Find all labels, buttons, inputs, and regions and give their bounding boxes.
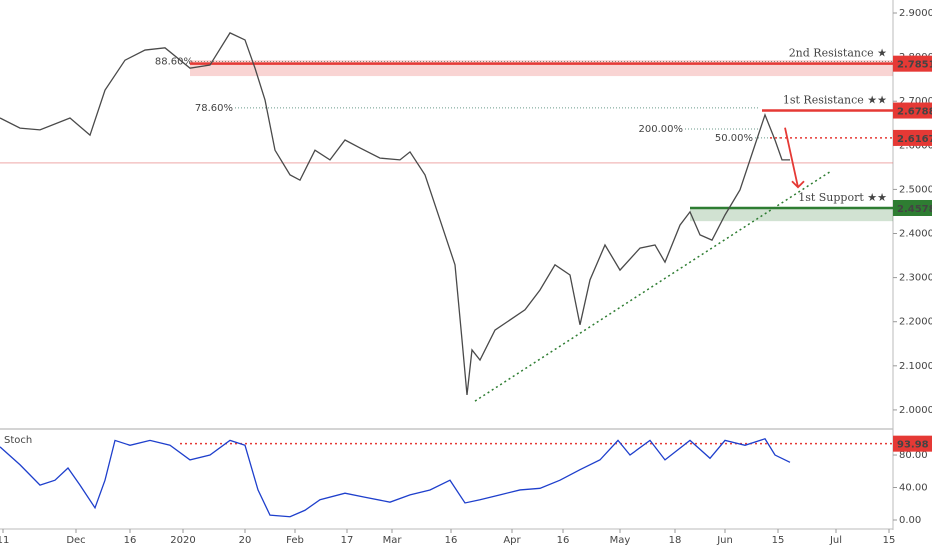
price-line (0, 437, 791, 518)
zone (690, 207, 893, 222)
y-tick-label: 2.40000 (899, 229, 932, 240)
level-label: 2nd Resistance ★ (789, 47, 887, 60)
x-tick-label: 11 (0, 535, 9, 546)
price-tag (893, 129, 932, 146)
x-tick-label: 20 (239, 535, 252, 546)
y-tick-label: 2.50000 (899, 184, 932, 195)
y-tick-label: 2.30000 (899, 273, 932, 284)
price-tag (893, 55, 932, 72)
price-tag-label: 2.67885 (897, 107, 932, 118)
x-tick-label: 18 (669, 535, 682, 546)
price-tag-label: 93.98 (897, 440, 929, 451)
x-tick-label: Jul (829, 535, 842, 546)
y-tick-label: 2.20000 (899, 317, 932, 328)
x-tick-label: 15 (883, 535, 896, 546)
x-tick-label: 16 (557, 535, 570, 546)
fib-label: 88.60% (155, 57, 193, 68)
x-tick-label: May (610, 535, 631, 546)
price-tag (893, 435, 932, 452)
x-tick-label: 16 (124, 535, 137, 546)
level-label: 1st Resistance ★★ (783, 94, 887, 107)
price-tag-label: 2.61678 (897, 134, 932, 145)
arrow (784, 127, 799, 188)
x-tick-label: 16 (445, 535, 458, 546)
price-tag (893, 199, 932, 216)
x-tick-label: Feb (286, 535, 304, 546)
y-tick-label: 2.70000 (899, 96, 932, 107)
y-tick-label: 40.00 (899, 483, 928, 494)
y-tick-label: 2.90000 (899, 8, 932, 19)
x-tick-label: 15 (772, 535, 785, 546)
y-tick-label: 80.00 (899, 450, 928, 461)
y-tick-label: 0.00 (899, 515, 921, 526)
price-line (0, 32, 790, 395)
x-tick-label: Dec (66, 535, 85, 546)
x-tick-label: Jun (716, 535, 733, 546)
price-tag-label: 2.78511 (897, 60, 932, 71)
fib-label: 78.60% (195, 103, 233, 114)
y-tick-label: 2.10000 (899, 361, 932, 372)
pane-title: Stoch (4, 435, 32, 446)
fib-label: 200.00% (639, 124, 684, 135)
price-tag-label: 2.45787 (897, 204, 932, 215)
fib-label: 50.00% (715, 133, 753, 144)
x-tick-label: Apr (503, 535, 521, 546)
arrow-head (791, 180, 805, 189)
x-tick-label: 17 (341, 535, 354, 546)
x-tick-label: 2020 (170, 535, 195, 546)
price-tag (893, 102, 932, 119)
trendline (474, 171, 831, 402)
level-label: 1st Support ★★ (798, 191, 887, 204)
y-tick-label: 2.00000 (899, 405, 932, 416)
x-tick-label: Mar (383, 535, 403, 546)
